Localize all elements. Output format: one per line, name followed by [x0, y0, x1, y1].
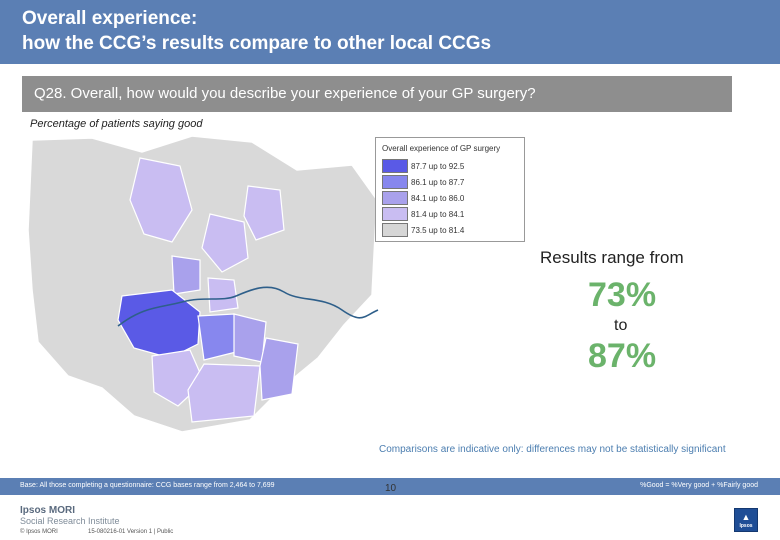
results-min-value: 73% — [588, 276, 657, 314]
map-ccg-north — [129, 157, 193, 243]
ipsos-mori-logo: Ipsos MORI Social Research Institute — [20, 505, 120, 526]
copyright-notice: © Ipsos MORI — [20, 529, 58, 535]
corner-logo-text: Ipsos — [739, 523, 753, 529]
legend-item: 81.4 up to 84.1 — [382, 206, 520, 222]
legend-swatch — [382, 191, 408, 205]
legend-item: 73.5 up to 81.4 — [382, 222, 520, 238]
legend-label: 86.1 up to 87.7 — [411, 177, 465, 187]
logo-glyph-icon: ▲ — [741, 512, 751, 522]
logo-main-text: Ipsos MORI — [20, 505, 76, 516]
legend-item: 87.7 up to 92.5 — [382, 158, 520, 174]
footer-definition: %Good = %Very good + %Fairly good — [640, 482, 758, 489]
legend-label: 73.5 up to 81.4 — [411, 225, 465, 235]
page-subtitle: how the CCG’s results compare to other l… — [22, 33, 492, 54]
footer-bar: Base: All those completing a questionnai… — [0, 478, 780, 495]
map-ccg-south-east — [259, 337, 299, 401]
legend-label: 81.4 up to 84.1 — [411, 209, 465, 219]
map-ccg-south — [187, 363, 261, 423]
map-legend: Overall experience of GP surgery 87.7 up… — [375, 137, 525, 242]
map-ccg-west-central — [171, 255, 201, 295]
logo-sub-text: Social Research Institute — [20, 516, 120, 526]
ipsos-corner-logo: ▲ Ipsos — [734, 508, 758, 532]
legend-label: 87.7 up to 92.5 — [411, 161, 465, 171]
map-ccg-central — [207, 277, 239, 313]
legend-label: 84.1 up to 86.0 — [411, 193, 465, 203]
legend-title: Overall experience of GP surgery — [382, 144, 501, 153]
legend-swatch — [382, 207, 408, 221]
page-title: Overall experience: — [22, 8, 198, 29]
page-number: 10 — [385, 483, 397, 494]
legend-swatch — [382, 175, 408, 189]
ccg-map — [27, 135, 379, 433]
map-ccg-north-central — [201, 213, 249, 273]
results-range-label: Results range from — [540, 248, 684, 267]
question-banner: Q28. Overall, how would you describe you… — [22, 76, 732, 112]
legend-item: 84.1 up to 86.0 — [382, 190, 520, 206]
legend-swatch — [382, 159, 408, 173]
footer-base-note: Base: All those completing a questionnai… — [20, 482, 275, 489]
comparison-caveat: Comparisons are indicative only: differe… — [379, 444, 726, 455]
map-subtitle: Percentage of patients saying good — [30, 118, 203, 130]
title-bar: Overall experience: how the CCG’s result… — [0, 0, 780, 64]
legend-item: 86.1 up to 87.7 — [382, 174, 520, 190]
map-ccg-north-east — [243, 185, 285, 241]
map-ccg-south-west-central — [197, 313, 237, 361]
job-reference: 15-080216-01 Version 1 | Public — [88, 529, 174, 535]
results-range-to: to — [614, 317, 628, 334]
map-ccg-south-central — [233, 313, 267, 363]
results-max-value: 87% — [588, 337, 657, 375]
map-river-thames — [117, 286, 379, 327]
question-text: Q28. Overall, how would you describe you… — [34, 85, 536, 102]
legend-swatch — [382, 223, 408, 237]
